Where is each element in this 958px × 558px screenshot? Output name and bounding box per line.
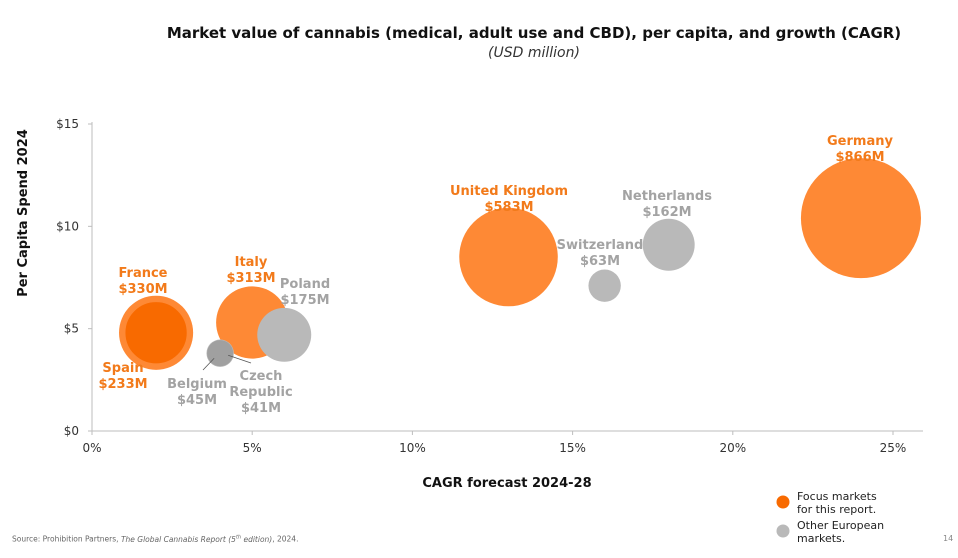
label-name: France	[118, 266, 167, 281]
label-name: Netherlands	[622, 189, 712, 204]
source-note: Source: Prohibition Partners, The Global…	[12, 534, 298, 544]
source-title-end: edition)	[241, 534, 273, 544]
chart-title: Market value of cannabis (medical, adult…	[167, 24, 901, 42]
legend-label: Focus markets	[797, 490, 877, 503]
label-name: Republic	[229, 385, 292, 400]
x-tick-label: 10%	[399, 441, 426, 455]
bubble-labels: Germany$866M United Kingdom$583M France$33…	[98, 134, 893, 416]
x-axis-title: CAGR forecast 2024-28	[422, 476, 591, 491]
leader-czech-republic	[228, 354, 252, 364]
label-switzerland: Switzerland$63M	[557, 238, 644, 269]
label-united-kingdom: United Kingdom$583M	[450, 184, 568, 215]
bubble-germany	[800, 158, 921, 279]
label-netherlands: Netherlands$162M	[622, 189, 712, 220]
source-prefix: Source: Prohibition Partners,	[12, 534, 121, 544]
label-name: Belgium	[167, 377, 227, 392]
y-tick-label: $0	[64, 424, 79, 438]
bubbles	[119, 158, 921, 370]
source-suffix: , 2024.	[272, 534, 299, 544]
source-title: The Global Cannabis Report (5	[120, 534, 236, 544]
legend-label: Other European	[797, 519, 884, 532]
label-value: $41M	[241, 401, 281, 416]
legend-label: for this report.	[797, 503, 876, 516]
label-value: $313M	[226, 271, 275, 286]
label-value: $583M	[484, 200, 533, 215]
label-name: United Kingdom	[450, 184, 568, 199]
y-tick-label: $15	[56, 117, 79, 131]
x-tick-label: 15%	[559, 441, 586, 455]
legend-label: markets.	[797, 532, 845, 545]
x-tick-label: 5%	[243, 441, 262, 455]
label-name: Poland	[280, 277, 330, 292]
bubble-netherlands	[642, 218, 695, 271]
label-spain: Spain$233M	[98, 361, 147, 392]
label-poland: Poland$175M	[280, 277, 330, 308]
label-italy: Italy$313M	[226, 255, 275, 286]
chart-subtitle: (USD million)	[488, 45, 580, 61]
x-tick-label: 20%	[719, 441, 746, 455]
label-value: $175M	[280, 293, 329, 308]
legend-marker	[776, 524, 790, 538]
x-tick-label: 25%	[880, 441, 907, 455]
label-value: $866M	[835, 150, 884, 165]
y-tick-label: $10	[56, 219, 79, 233]
bubble-united-kingdom	[459, 207, 558, 307]
axes: 0% 5% 10% 15% 20% 25% $0 $5 $10 $15	[56, 117, 923, 455]
label-value: $233M	[98, 377, 147, 392]
bubble-spain	[124, 301, 188, 365]
label-name: Germany	[827, 134, 893, 149]
label-value: $45M	[177, 393, 217, 408]
label-germany: Germany$866M	[827, 134, 893, 165]
source-sup: th	[235, 534, 242, 540]
page-number: 14	[943, 534, 954, 543]
leader-belgium	[202, 357, 215, 371]
bubble-czech-republic	[207, 340, 234, 367]
label-value: $162M	[642, 205, 691, 220]
bubble-poland	[257, 307, 312, 362]
y-tick-label: $5	[64, 322, 79, 336]
label-value: $330M	[118, 282, 167, 297]
label-value: $63M	[580, 254, 620, 269]
y-axis-title: Per Capita Spend 2024	[16, 129, 31, 297]
label-france: France$330M	[118, 266, 167, 297]
label-name: Czech	[240, 369, 283, 384]
label-name: Switzerland	[557, 238, 644, 253]
label-name: Spain	[102, 361, 143, 376]
x-tick-label: 0%	[82, 441, 101, 455]
label-belgium: Belgium$45M	[167, 377, 227, 408]
legend-marker	[776, 495, 790, 509]
bubble-switzerland	[588, 269, 621, 302]
label-name: Italy	[235, 255, 268, 270]
